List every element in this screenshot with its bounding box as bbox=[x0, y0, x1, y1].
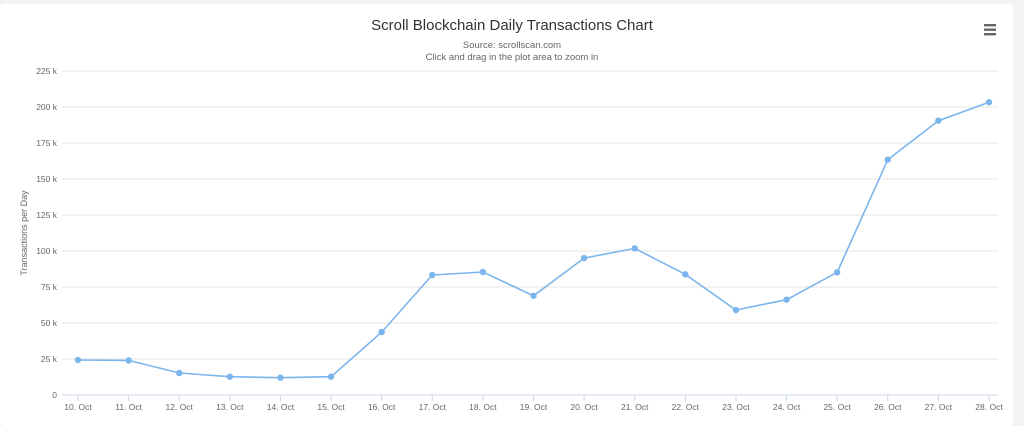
data-point[interactable] bbox=[277, 374, 284, 381]
chart-context-menu-button[interactable] bbox=[978, 20, 1002, 40]
data-point[interactable] bbox=[884, 156, 891, 163]
data-point[interactable] bbox=[580, 254, 588, 262]
gridlines bbox=[62, 70, 998, 396]
y-tick-label: 225 k bbox=[36, 66, 58, 76]
x-tick-label: 21. Oct bbox=[621, 402, 649, 412]
x-tick-label: 19. Oct bbox=[520, 402, 548, 412]
chart-subtitle: Source: scrollscan.com bbox=[462, 40, 562, 51]
data-point[interactable] bbox=[74, 356, 82, 364]
y-tick-label: 25 k bbox=[41, 354, 58, 364]
y-tick-label: 150 k bbox=[36, 174, 58, 184]
x-axis: 10. Oct 11. Oct 12. Oct 13. Oct 14. Oct 15. O… bbox=[64, 395, 1003, 412]
x-tick-label: 15. Oct bbox=[317, 402, 345, 412]
data-point[interactable] bbox=[530, 292, 537, 299]
y-tick-label: 175 k bbox=[36, 138, 58, 148]
x-tick-label: 17. Oct bbox=[419, 402, 447, 412]
data-point[interactable] bbox=[631, 245, 638, 252]
data-markers[interactable] bbox=[74, 99, 993, 381]
data-point[interactable] bbox=[783, 296, 790, 303]
x-tick-label: 22. Oct bbox=[672, 402, 700, 412]
y-axis-ticks: 0 25 k 50 k 75 k 100 k 125 k 150 k 175 k 200 k 22… bbox=[36, 66, 58, 400]
x-tick-label: 27. Oct bbox=[925, 402, 953, 412]
data-point[interactable] bbox=[226, 373, 234, 380]
chart-title: Scroll Blockchain Daily Transactions Cha… bbox=[371, 17, 653, 34]
x-tick-label: 13. Oct bbox=[216, 402, 244, 412]
x-tick-label: 16. Oct bbox=[368, 402, 396, 412]
y-tick-label: 0 bbox=[52, 390, 57, 400]
y-axis-label: Transactions per Day bbox=[19, 190, 29, 276]
x-tick-label: 20. Oct bbox=[570, 402, 598, 412]
y-tick-label: 200 k bbox=[36, 102, 58, 112]
data-point[interactable] bbox=[327, 373, 335, 380]
x-tick-label: 23. Oct bbox=[722, 402, 750, 412]
data-point[interactable] bbox=[833, 269, 841, 276]
y-tick-label: 50 k bbox=[41, 318, 58, 328]
data-point[interactable] bbox=[479, 268, 487, 276]
hamburger-menu-icon bbox=[984, 24, 996, 36]
y-tick-label: 100 k bbox=[36, 246, 58, 256]
x-tick-label: 24. Oct bbox=[773, 402, 801, 412]
data-point[interactable] bbox=[125, 357, 132, 364]
data-point[interactable] bbox=[732, 306, 740, 314]
data-point[interactable] bbox=[682, 271, 689, 278]
x-tick-label: 12. Oct bbox=[166, 402, 194, 412]
data-point[interactable] bbox=[985, 99, 993, 106]
x-tick-label: 11. Oct bbox=[115, 402, 142, 412]
zoom-hint: Click and drag in the plot area to zoom … bbox=[425, 52, 599, 63]
data-point[interactable] bbox=[176, 369, 183, 377]
x-tick-label: 26. Oct bbox=[874, 402, 902, 412]
y-tick-label: 125 k bbox=[36, 210, 58, 220]
data-point[interactable] bbox=[378, 328, 385, 336]
x-tick-label: 14. Oct bbox=[267, 402, 295, 412]
x-tick-label: 18. Oct bbox=[469, 402, 497, 412]
data-point[interactable] bbox=[935, 117, 942, 124]
x-tick-label: 10. Oct bbox=[64, 402, 92, 412]
series-line bbox=[77, 101, 990, 379]
data-point[interactable] bbox=[429, 271, 436, 279]
x-tick-label: 28. Oct bbox=[975, 402, 1003, 412]
x-tick-label: 25. Oct bbox=[823, 402, 851, 412]
y-tick-label: 75 k bbox=[41, 282, 58, 292]
